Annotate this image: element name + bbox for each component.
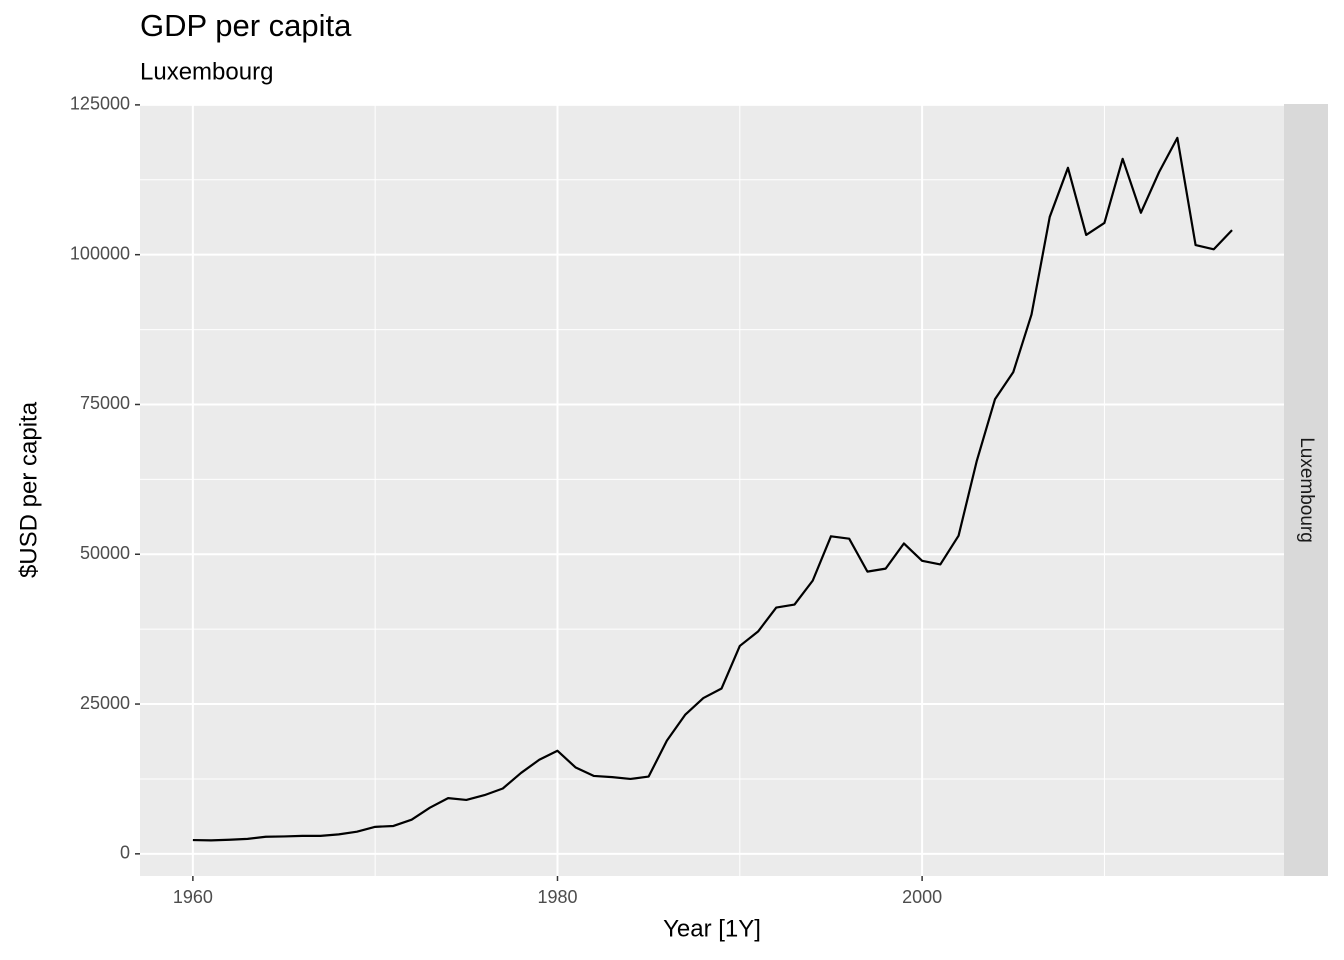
y-tick-label: 125000	[70, 94, 130, 114]
chart-subtitle: Luxembourg	[140, 58, 273, 85]
facet-strip	[1284, 104, 1328, 876]
y-tick-label: 50000	[80, 543, 130, 563]
y-tick-label: 75000	[80, 393, 130, 413]
facet-label: Luxembourg	[1296, 437, 1317, 543]
x-tick-label: 2000	[902, 887, 942, 907]
panel	[140, 104, 1284, 876]
series-line	[192, 136, 1233, 842]
y-tick-label: 25000	[80, 693, 130, 713]
chart-title: GDP per capita	[140, 8, 352, 43]
x-axis-label: Year [1Y]	[663, 915, 761, 942]
x-tick-label: 1980	[537, 887, 577, 907]
y-tick-label: 100000	[70, 243, 130, 263]
y-axis-label: $USD per capita	[15, 401, 42, 578]
y-tick-label: 0	[120, 843, 130, 863]
x-tick-label: 1960	[173, 887, 213, 907]
